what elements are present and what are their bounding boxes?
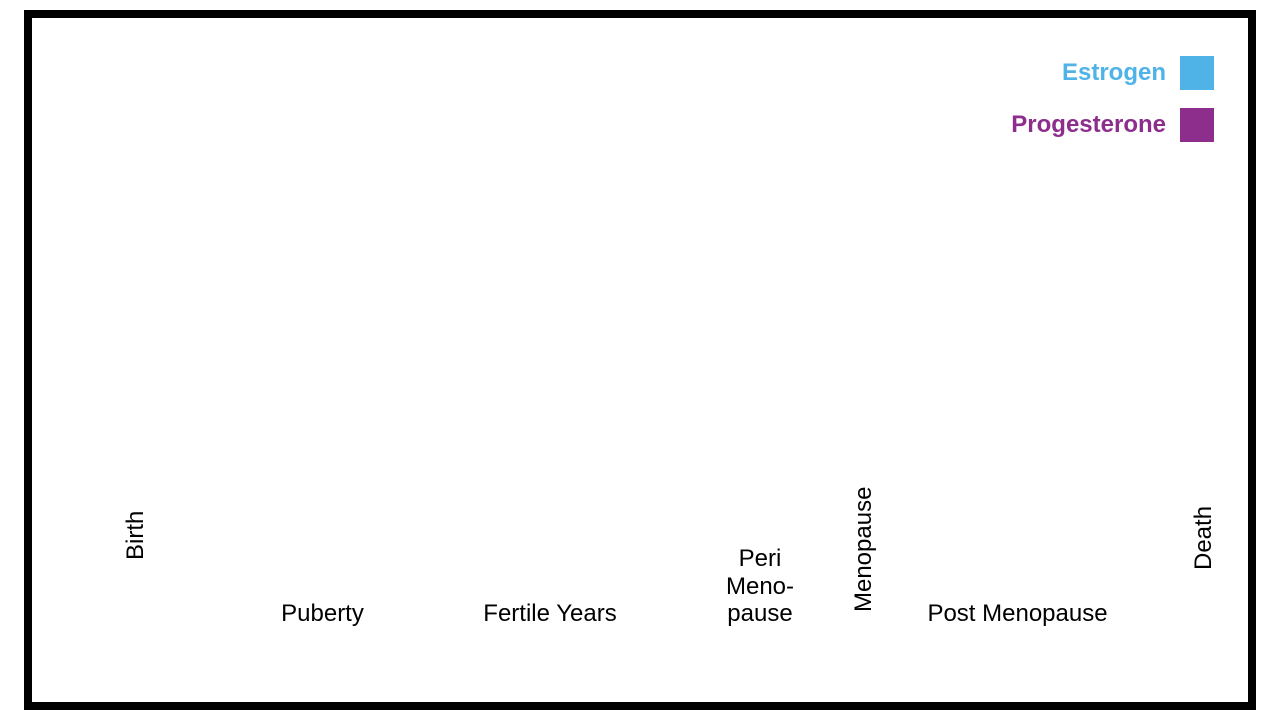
axis-label-birth: Birth — [122, 511, 150, 560]
phase-label-fertile: Fertile Years — [400, 600, 700, 628]
hormone-lifecycle-chart: Estrogen Progesterone Birth Menopause De… — [0, 0, 1280, 720]
axis-label-death: Death — [1190, 506, 1218, 570]
axis-label-menopause: Menopause — [850, 487, 878, 612]
legend-swatch-progesterone — [1180, 108, 1214, 142]
legend-item-progesterone: Progesterone — [1011, 108, 1214, 142]
legend-label-estrogen: Estrogen — [1062, 59, 1166, 87]
legend-label-progesterone: Progesterone — [1011, 111, 1166, 139]
phase-label-peri: Peri Meno- pause — [700, 545, 820, 628]
legend-swatch-estrogen — [1180, 56, 1214, 90]
legend-item-estrogen: Estrogen — [1011, 56, 1214, 90]
phase-label-puberty: Puberty — [245, 600, 400, 628]
phase-label-post: Post Menopause — [855, 600, 1180, 628]
legend: Estrogen Progesterone — [1011, 56, 1214, 160]
